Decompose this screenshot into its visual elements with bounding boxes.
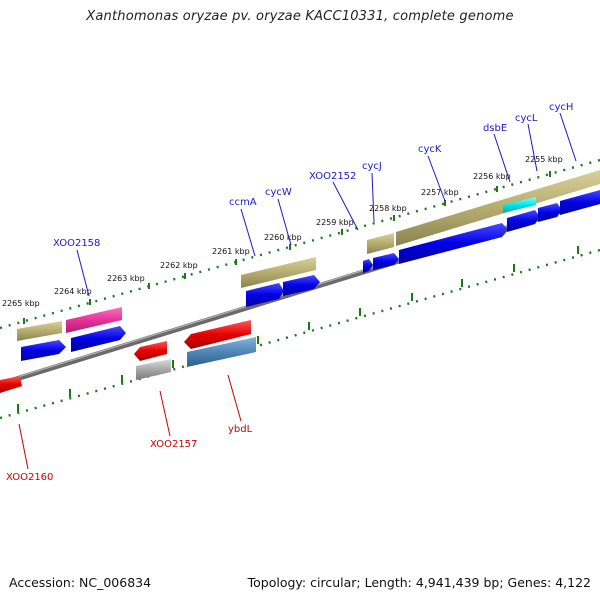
gene-label-xoo2158[interactable]: XOO2158 — [53, 238, 100, 249]
topology-text: Topology: circular; Length: 4,941,439 bp… — [247, 575, 591, 590]
tick-label: 2261 kbp — [212, 247, 250, 256]
gene-arrow-blue[interactable] — [363, 259, 373, 273]
gene-arrow-magenta[interactable] — [66, 307, 122, 333]
gene-label-cycw[interactable]: cycW — [265, 187, 292, 198]
gene-arrow-blue[interactable] — [21, 340, 66, 361]
gene-arrow-khaki[interactable] — [241, 257, 316, 288]
tick-label: 2259 kbp — [316, 218, 354, 227]
gene-arrow-blue[interactable] — [399, 223, 508, 264]
gene-arrow-red[interactable] — [0, 376, 22, 393]
gene-arrow-red[interactable] — [134, 341, 167, 361]
gene-arrow-khaki[interactable] — [367, 233, 394, 254]
gene-arrow-blue[interactable] — [246, 283, 284, 307]
gene-label-cycj[interactable]: cycJ — [362, 161, 382, 172]
map-title: Xanthomonas oryzae pv. oryzae KACC10331,… — [86, 9, 514, 24]
accession-text: Accession: NC_006834 — [9, 575, 152, 590]
reverse-gene-labels: XOO2160 XOO2157 ybdL — [6, 374, 253, 483]
gene-arrow-khaki[interactable] — [17, 321, 62, 341]
forward-feature-row — [17, 170, 600, 341]
tick-label: 2255 kbp — [525, 155, 563, 164]
tick-label: 2262 kbp — [160, 261, 198, 270]
gene-arrow-blue[interactable] — [538, 203, 562, 222]
gene-label-xoo2152[interactable]: XOO2152 — [309, 171, 356, 182]
gene-label-cych[interactable]: cycH — [549, 102, 573, 113]
gene-label-cycl[interactable]: cycL — [515, 113, 538, 124]
tick-label: 2260 kbp — [264, 233, 302, 242]
forward-gene-labels: XOO2158 ccmA cycW XOO2152 cycJ cycK dsbE… — [53, 102, 577, 297]
tick-label: 2263 kbp — [107, 274, 145, 283]
gene-arrow-blue[interactable] — [373, 253, 399, 270]
gene-arrow-blue[interactable] — [507, 210, 540, 232]
gene-arrow-khaki[interactable] — [396, 170, 600, 246]
tick-label: 2257 kbp — [421, 188, 459, 197]
gene-arrow-steelblue[interactable] — [187, 337, 256, 367]
gene-label-xoo2157[interactable]: XOO2157 — [150, 439, 197, 450]
gene-arrow-blue[interactable] — [71, 326, 126, 352]
tick-labels: 2265 kbp 2264 kbp 2263 kbp 2262 kbp 2261… — [2, 155, 563, 308]
tick-label: 2256 kbp — [473, 172, 511, 181]
gene-arrow-cyan[interactable] — [503, 197, 536, 213]
tick-label: 2264 kbp — [54, 287, 92, 296]
gene-label-ybdl[interactable]: ybdL — [228, 424, 253, 435]
gene-arrow-blue[interactable] — [283, 275, 320, 296]
reverse-gene-arrows — [0, 320, 256, 393]
gene-arrow-red[interactable] — [184, 320, 251, 349]
gene-label-xoo2160[interactable]: XOO2160 — [6, 472, 53, 483]
tick-label: 2258 kbp — [369, 204, 407, 213]
forward-gene-arrows — [21, 190, 600, 361]
gene-label-ccma[interactable]: ccmA — [229, 197, 257, 208]
gene-label-dsbe[interactable]: dsbE — [483, 123, 507, 134]
gene-label-cyck[interactable]: cycK — [418, 144, 442, 155]
tick-label: 2265 kbp — [2, 299, 40, 308]
gene-arrow-blue[interactable] — [560, 190, 600, 215]
gene-arrow-grey[interactable] — [136, 359, 171, 380]
